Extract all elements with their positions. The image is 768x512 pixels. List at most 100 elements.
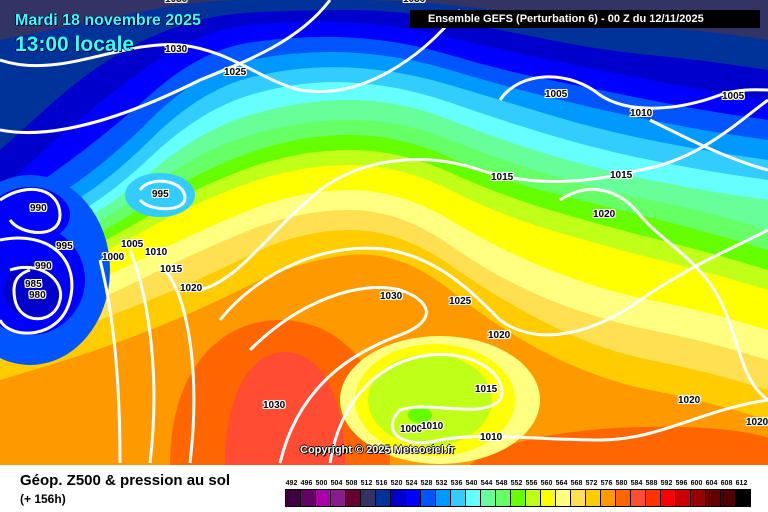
legend-label: 536 bbox=[450, 480, 463, 487]
legend-swatch bbox=[691, 490, 706, 506]
legend-label: 508 bbox=[345, 480, 358, 487]
isobar-label: 990 bbox=[35, 261, 52, 272]
legend-swatch bbox=[346, 490, 361, 506]
isobar-label: 1030 bbox=[403, 0, 425, 5]
isobar-label: 1020 bbox=[180, 283, 203, 294]
legend-labels: 492 496 500 504 508 512 516 520 524 528 532 536 540 5… bbox=[284, 479, 764, 488]
isobar-label: 1020 bbox=[678, 395, 701, 406]
isobar-label: 1030 bbox=[380, 291, 403, 302]
legend-label: 596 bbox=[675, 480, 688, 487]
legend-label: 548 bbox=[495, 480, 508, 487]
legend-label: 544 bbox=[480, 480, 493, 487]
isobar-label: 1015 bbox=[475, 384, 498, 395]
isobar-label: 995 bbox=[56, 241, 73, 252]
isobar-line bbox=[9, 265, 63, 321]
lead-time: (+ 156h) bbox=[20, 492, 66, 506]
isobar-label: 980 bbox=[29, 290, 46, 301]
isobar-label: 1020 bbox=[746, 417, 768, 428]
isobar-label: 985 bbox=[25, 279, 42, 290]
legend-label: 520 bbox=[390, 480, 403, 487]
legend-swatch bbox=[361, 490, 376, 506]
legend-swatch bbox=[436, 490, 451, 506]
legend-swatch bbox=[451, 490, 466, 506]
legend-label: 576 bbox=[600, 480, 613, 487]
isobar-line bbox=[128, 249, 156, 464]
parameter-title: Géop. Z500 & pression au sol bbox=[20, 472, 231, 489]
isobar-line bbox=[0, 236, 74, 335]
isobar-label: 1000 bbox=[102, 252, 125, 263]
footer-panel: Géop. Z500 & pression au sol (+ 156h) 49… bbox=[0, 465, 768, 512]
field-band bbox=[0, 0, 768, 150]
legend-label: 556 bbox=[525, 480, 538, 487]
legend-swatch bbox=[496, 490, 511, 506]
isobar-label: 990 bbox=[30, 203, 47, 214]
isobar-line bbox=[0, 187, 62, 234]
legend-label: 528 bbox=[420, 480, 433, 487]
isobar-line bbox=[138, 179, 187, 211]
legend-label: 588 bbox=[645, 480, 658, 487]
legend-label: 504 bbox=[330, 480, 343, 487]
legend-label: 600 bbox=[690, 480, 703, 487]
legend-label: 612 bbox=[735, 480, 748, 487]
legend-swatch bbox=[316, 490, 331, 506]
legend-swatch bbox=[556, 490, 571, 506]
legend-label: 572 bbox=[585, 480, 598, 487]
legend-swatch bbox=[406, 490, 421, 506]
isobar-line bbox=[98, 259, 122, 464]
legend-swatch bbox=[661, 490, 676, 506]
legend-swatch bbox=[286, 490, 301, 506]
legend-label: 500 bbox=[315, 480, 328, 487]
field-band bbox=[408, 407, 432, 423]
isobar-line bbox=[649, 118, 768, 172]
color-legend bbox=[285, 489, 751, 507]
isobar-label: 1010 bbox=[421, 421, 444, 432]
isobar-line bbox=[248, 286, 428, 464]
isobar-label: 1020 bbox=[488, 330, 511, 341]
forecast-local-time: 13:00 locale bbox=[15, 33, 135, 56]
isobar-label: 1030 bbox=[165, 0, 187, 5]
isobar-label: 1025 bbox=[224, 67, 247, 78]
legend-swatch bbox=[721, 490, 736, 506]
forecast-date: Mardi 18 novembre 2025 bbox=[15, 12, 201, 29]
legend-label: 584 bbox=[630, 480, 643, 487]
legend-label: 568 bbox=[570, 480, 583, 487]
legend-label: 524 bbox=[405, 480, 418, 487]
model-run-banner: Ensemble GEFS (Perturbation 6) - 00 Z du… bbox=[410, 10, 760, 28]
isobar-label: 1030 bbox=[165, 44, 188, 55]
legend-swatch bbox=[331, 490, 346, 506]
isobar-line bbox=[498, 75, 768, 110]
isobar-line bbox=[163, 269, 196, 464]
isobar-label: 1015 bbox=[610, 170, 633, 181]
legend-swatch bbox=[526, 490, 541, 506]
legend-swatch bbox=[616, 490, 631, 506]
isobar-lines bbox=[0, 0, 768, 464]
field-band bbox=[225, 352, 345, 465]
legend-swatch bbox=[586, 490, 601, 506]
legend-swatch bbox=[601, 490, 616, 506]
legend-swatch bbox=[466, 490, 481, 506]
isobar-line bbox=[0, 9, 462, 93]
legend-swatch bbox=[541, 490, 556, 506]
isobar-label: 1015 bbox=[491, 172, 514, 183]
weather-map: 1030 1030 1030 1025 1005 1010 1005 995 9… bbox=[0, 0, 768, 465]
legend-label: 492 bbox=[285, 480, 298, 487]
legend-swatch bbox=[376, 490, 391, 506]
field-band bbox=[368, 354, 492, 446]
legend-label: 540 bbox=[465, 480, 478, 487]
isobar-label: 1010 bbox=[480, 432, 503, 443]
legend-swatch bbox=[676, 490, 691, 506]
legend-label: 580 bbox=[615, 480, 628, 487]
legend-swatch bbox=[421, 490, 436, 506]
isobar-line bbox=[559, 187, 768, 402]
isobar-line bbox=[328, 352, 768, 464]
field-band bbox=[470, 426, 768, 465]
isobar-line bbox=[218, 228, 768, 337]
isobar-label: 1000 bbox=[400, 424, 423, 435]
legend-label: 604 bbox=[705, 480, 718, 487]
isobar-label: 995 bbox=[152, 189, 169, 200]
isobar-label: 1025 bbox=[449, 296, 472, 307]
isobar-label: 1015 bbox=[160, 264, 183, 275]
legend-swatch bbox=[481, 490, 496, 506]
legend-swatch bbox=[706, 490, 721, 506]
legend-label: 532 bbox=[435, 480, 448, 487]
